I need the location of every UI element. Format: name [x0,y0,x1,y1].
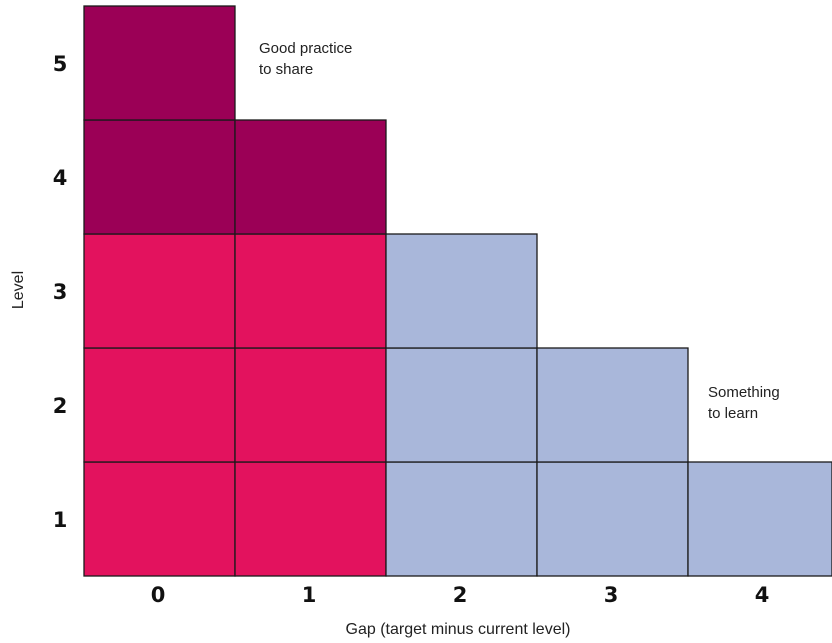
cell-on-target [234,461,387,577]
x-tick-label: 3 [604,583,619,607]
annotation-something-to-learn: Something to learn [708,384,784,422]
y-tick-label: 4 [53,166,68,190]
y-tick-label: 1 [53,508,68,532]
cell-to-learn [536,461,689,577]
y-tick-label: 5 [53,52,68,76]
annotation-good-practice: Good practice to share [259,40,357,78]
cell-good-practice [234,119,387,235]
cell-to-learn [385,233,538,349]
cell-to-learn [536,347,689,463]
cell-on-target [234,233,387,349]
x-tick-label: 2 [453,583,468,607]
x-axis-title: Gap (target minus current level) [346,621,571,638]
cell-to-learn [687,461,832,577]
cell-good-practice [83,5,236,121]
annotation-line: Good practice [259,40,352,57]
cell-on-target [83,347,236,463]
annotation-line: to share [259,61,313,78]
cell-on-target [83,461,236,577]
annotation-line: to learn [708,405,758,422]
x-tick-label: 0 [151,583,166,607]
cell-grid [83,5,832,577]
cell-to-learn [385,347,538,463]
cell-good-practice [83,119,236,235]
y-axis-title: Level [10,271,27,309]
y-tick-label: 2 [53,394,68,418]
x-tick-label: 1 [302,583,317,607]
x-tick-label: 4 [755,583,770,607]
annotation-line: Something [708,384,780,401]
cell-to-learn [385,461,538,577]
cell-on-target [234,347,387,463]
cell-on-target [83,233,236,349]
y-tick-label: 3 [53,280,68,304]
